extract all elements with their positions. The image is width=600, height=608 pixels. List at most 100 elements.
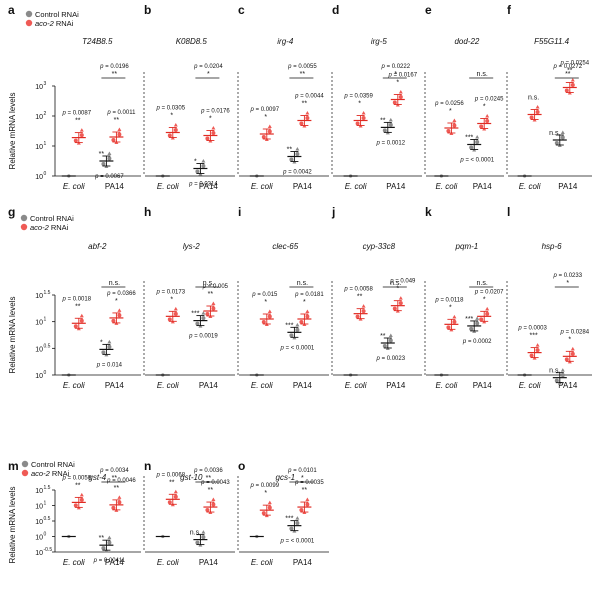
data-point-control-pa14 <box>201 535 206 540</box>
y-axis-title: Relative mRNA levels <box>8 297 17 374</box>
p-value: 0.0058 <box>355 287 374 293</box>
y-tick-label: 10 <box>35 519 43 526</box>
p-prefix: p = <box>474 289 485 295</box>
p-prefix: p = <box>62 475 73 481</box>
p-prefix: p = <box>280 345 291 351</box>
data-point-aco2-ecoli <box>79 492 84 497</box>
p-value: 0.0059 <box>73 475 92 481</box>
p-prefix: p = <box>294 292 305 298</box>
data-point-aco2-ecoli <box>173 494 178 499</box>
p-value-pa14: p = 0.0011 <box>106 110 136 116</box>
data-point-control-pa14 <box>560 373 565 378</box>
y-tick-exponent: 1 <box>44 501 47 507</box>
data-point-aco2-ecoli <box>79 128 84 132</box>
p-prefix: p = <box>99 64 110 70</box>
legend-aco2-label: aco-2 RNAi <box>31 469 70 478</box>
data-point-aco2-pa14 <box>205 508 210 513</box>
data-point-control-pa14 <box>201 530 206 534</box>
data-point-control-pa14 <box>201 164 206 168</box>
panel-letter: m <box>8 459 19 473</box>
p-value: 0.0196 <box>110 64 129 70</box>
x-category-pa14: PA14 <box>386 381 406 390</box>
significance-ecoli: * <box>264 490 267 497</box>
p-prefix: p = <box>388 73 399 79</box>
p-prefix: p = <box>250 483 261 489</box>
p-prefix: p = <box>156 289 167 295</box>
p-value: 0.0035 <box>305 480 324 486</box>
y-tick-exponent: 3 <box>44 81 47 87</box>
significance-control-pa14: ** <box>287 147 293 154</box>
x-category-ecoli: E. coli <box>251 558 273 567</box>
y-tick-exponent: 0 <box>44 532 47 538</box>
data-point-control-pa14 <box>289 333 294 338</box>
p-value-pa14: p = 0.0245 <box>474 97 504 103</box>
data-point-aco2-pa14 <box>305 116 310 120</box>
p-value: 0.0118 <box>446 297 465 303</box>
x-category-pa14: PA14 <box>199 381 219 390</box>
x-category-pa14: PA14 <box>293 381 313 390</box>
data-point-aco2-pa14 <box>485 114 490 118</box>
data-point-control-pa14 <box>382 344 387 348</box>
p-value-comparison: p = 0.0196 <box>99 64 129 70</box>
legend-control-label: Control RNAi <box>31 460 75 469</box>
data-point-aco2-ecoli <box>261 320 266 324</box>
data-point-aco2-pa14 <box>305 111 310 115</box>
data-point-aco2-ecoli <box>535 348 540 353</box>
p-prefix: p = <box>156 106 167 112</box>
significance-pa14: * <box>115 298 118 305</box>
data-point-control-pa14 <box>388 338 393 343</box>
p-value: 0.0167 <box>399 73 418 79</box>
data-point-aco2-ecoli <box>79 497 84 502</box>
p-value: 0.0002 <box>473 339 492 345</box>
data-point-control-pa14 <box>107 344 112 349</box>
p-value: 0.0044 <box>305 94 324 100</box>
x-category-ecoli: E. coli <box>345 381 367 390</box>
y-tick-label: 10 <box>35 320 43 327</box>
panel-letter: j <box>331 205 335 219</box>
p-value-control-pa14: p = 0.0002 <box>462 339 492 345</box>
data-point-aco2-pa14 <box>564 88 569 93</box>
significance-ecoli: ** <box>75 482 81 489</box>
p-value: 0.0305 <box>167 106 186 112</box>
p-prefix: p = <box>560 61 571 67</box>
data-point-control-pa14 <box>469 145 474 150</box>
data-point-control-pa14 <box>475 316 480 320</box>
significance-ecoli: ** <box>169 479 175 486</box>
significance-ecoli: ** <box>75 303 81 310</box>
x-category-ecoli: E. coli <box>63 182 85 191</box>
y-tick-exponent: 0.5 <box>44 516 51 522</box>
p-value-ecoli: p = 0.0097 <box>250 107 280 113</box>
p-value-pa14: p = 0.0181 <box>294 292 324 298</box>
data-point-aco2-ecoli <box>173 311 178 316</box>
data-point-control-pa14 <box>107 535 112 540</box>
significance-ecoli: ** <box>75 118 81 125</box>
significance-comparison: ** <box>112 71 118 78</box>
p-prefix: p = <box>560 329 571 335</box>
x-category-ecoli: E. coli <box>251 381 273 390</box>
data-point-aco2-pa14 <box>479 317 484 322</box>
y-tick-label: 10 <box>35 373 43 380</box>
p-value-control-pa14: p = 0.0314 <box>188 182 218 188</box>
data-point-aco2-pa14 <box>111 318 116 323</box>
significance-comparison: ** <box>206 475 212 482</box>
p-value: 0.00411 <box>104 558 126 564</box>
y-tick-label: 10 <box>35 488 43 495</box>
data-point-aco2-pa14 <box>117 495 122 499</box>
x-category-ecoli: E. coli <box>345 182 367 191</box>
data-point-control-pa14 <box>289 157 294 162</box>
significance-comparison: * <box>207 71 210 78</box>
p-value: 0.015 <box>262 292 278 298</box>
y-tick-label: 10 <box>35 550 43 557</box>
p-value-control-pa14: p = 0.0023 <box>376 356 406 362</box>
p-value: 0.0204 <box>204 64 223 70</box>
significance-comparison: n.s. <box>297 280 308 287</box>
p-value: < 0.0001 <box>291 345 315 351</box>
data-point-control-pa14 <box>388 333 393 337</box>
x-category-ecoli: E. coli <box>63 558 85 567</box>
p-value: 0.0256 <box>445 101 464 107</box>
significance-control-pa14: n.s. <box>190 530 201 537</box>
data-point-control-pa14 <box>107 339 112 344</box>
y-tick-exponent: -0.5 <box>44 547 53 553</box>
significance-control-pa14: ** <box>99 535 105 542</box>
